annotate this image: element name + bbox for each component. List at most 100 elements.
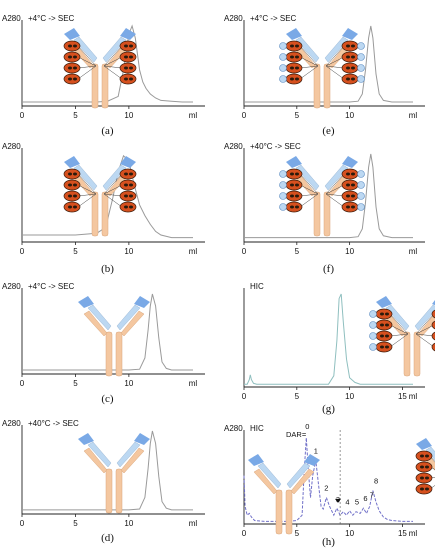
fab-light-chain-left	[295, 36, 320, 63]
payload-core-icon	[351, 194, 355, 198]
cdr-tip-right	[134, 433, 150, 445]
payload-core-icon	[290, 194, 294, 198]
payload-core-icon	[290, 55, 294, 59]
linker-line	[325, 173, 345, 195]
payload-core-icon	[346, 205, 350, 209]
series-line	[244, 153, 413, 239]
x-tick-label: 10	[124, 111, 133, 120]
linker-line	[103, 184, 123, 195]
x-tick-label: ml	[409, 392, 418, 401]
cap-group-icon	[357, 42, 365, 50]
linker-line	[299, 65, 319, 80]
linker-line	[77, 193, 97, 208]
cap-group-icon	[357, 203, 365, 211]
chart-panel: A280 +40°C -> SEC 0 5 10 ml (d)	[2, 419, 205, 544]
fc-chain-right	[285, 489, 293, 535]
payload-core-icon	[129, 44, 133, 48]
x-tick-label: 10	[345, 529, 354, 538]
y-axis-label: A280	[224, 424, 243, 433]
fc-chain-left	[91, 191, 99, 237]
x-tick-label: 5	[73, 379, 78, 388]
payload-core-icon	[346, 194, 350, 198]
series-line	[244, 293, 413, 385]
cdr-tip-right	[342, 156, 358, 168]
linker-line	[429, 485, 435, 490]
fc-chain-right	[413, 331, 421, 377]
payload-core-icon	[351, 66, 355, 70]
payload-core-icon	[380, 334, 384, 338]
cdr-tip-right	[120, 28, 136, 40]
payload-icon	[431, 331, 435, 341]
cdr-tip-right	[432, 300, 435, 306]
chart-panel: A280 +40°C -> SEC 0 5 10 ml (f)	[224, 142, 425, 275]
y-axis-label: A280	[224, 142, 243, 151]
linker-line	[299, 45, 319, 67]
payload-core-icon	[420, 476, 424, 480]
dar-peak-label: 7	[370, 491, 374, 500]
panel-caption: (a)	[101, 125, 114, 137]
marker-arrow-icon	[335, 498, 342, 503]
payload-core-icon	[290, 172, 294, 176]
fc-chain-right	[101, 191, 109, 237]
series-line	[243, 437, 413, 522]
x-tick-label: 0	[242, 247, 247, 256]
fab-light-chain-left	[295, 164, 320, 191]
payload-core-icon	[385, 334, 389, 338]
linker-line	[299, 56, 319, 67]
payload-icon	[431, 309, 435, 319]
fab-light-chain-right	[116, 304, 141, 331]
cap-group-icon	[357, 75, 365, 83]
linker-line	[325, 184, 345, 195]
payload-core-icon	[290, 205, 294, 209]
cdr-tip-left	[78, 433, 94, 445]
payload-core-icon	[129, 66, 133, 70]
x-tick-label: 15	[398, 529, 407, 538]
payload-core-icon	[73, 205, 77, 209]
payload-core-icon	[73, 172, 77, 176]
dar-peak-label: 5	[355, 498, 359, 507]
x-tick-label: 10	[124, 519, 133, 528]
x-tick-label: 5	[295, 247, 300, 256]
dar-peak-label: 8	[374, 477, 378, 486]
linker-line	[389, 313, 409, 335]
payload-core-icon	[129, 77, 133, 81]
cap-group-icon	[279, 192, 287, 200]
payload-core-icon	[124, 172, 128, 176]
payload-core-icon	[346, 66, 350, 70]
x-tick-label: 5	[295, 111, 300, 120]
payload-core-icon	[129, 55, 133, 59]
series-line	[22, 430, 193, 511]
x-tick-label: 0	[20, 247, 25, 256]
cap-group-icon	[279, 75, 287, 83]
cdr-tip-left	[286, 28, 302, 40]
linker-line	[299, 65, 319, 69]
molecule-illustration-adc-loaded	[63, 156, 137, 237]
linker-line	[389, 324, 409, 335]
fc-chain-right	[115, 331, 123, 377]
payload-core-icon	[290, 77, 294, 81]
fab-light-chain-right	[324, 164, 349, 191]
payload-core-icon	[295, 183, 299, 187]
payload-core-icon	[73, 55, 77, 59]
payload-core-icon	[380, 312, 384, 316]
x-tick-label: 10	[345, 392, 354, 401]
linker-line	[103, 65, 123, 80]
payload-core-icon	[68, 194, 72, 198]
payload-core-icon	[351, 183, 355, 187]
fc-chain-right	[115, 468, 123, 514]
molecule-illustration-adc-hic	[415, 438, 435, 495]
payload-core-icon	[68, 172, 72, 176]
payload-core-icon	[351, 44, 355, 48]
x-tick-label: 0	[20, 519, 25, 528]
cdr-tip-right	[134, 296, 150, 308]
linker-line	[77, 173, 97, 195]
cdr-tip-right	[120, 156, 136, 168]
molecule-illustration-antibody	[78, 433, 150, 514]
fab-light-chain-right	[116, 441, 141, 468]
x-tick-label: ml	[189, 247, 198, 256]
payload-core-icon	[124, 44, 128, 48]
cdr-tip-left	[78, 296, 94, 308]
linker-line	[415, 324, 435, 335]
payload-core-icon	[129, 194, 133, 198]
